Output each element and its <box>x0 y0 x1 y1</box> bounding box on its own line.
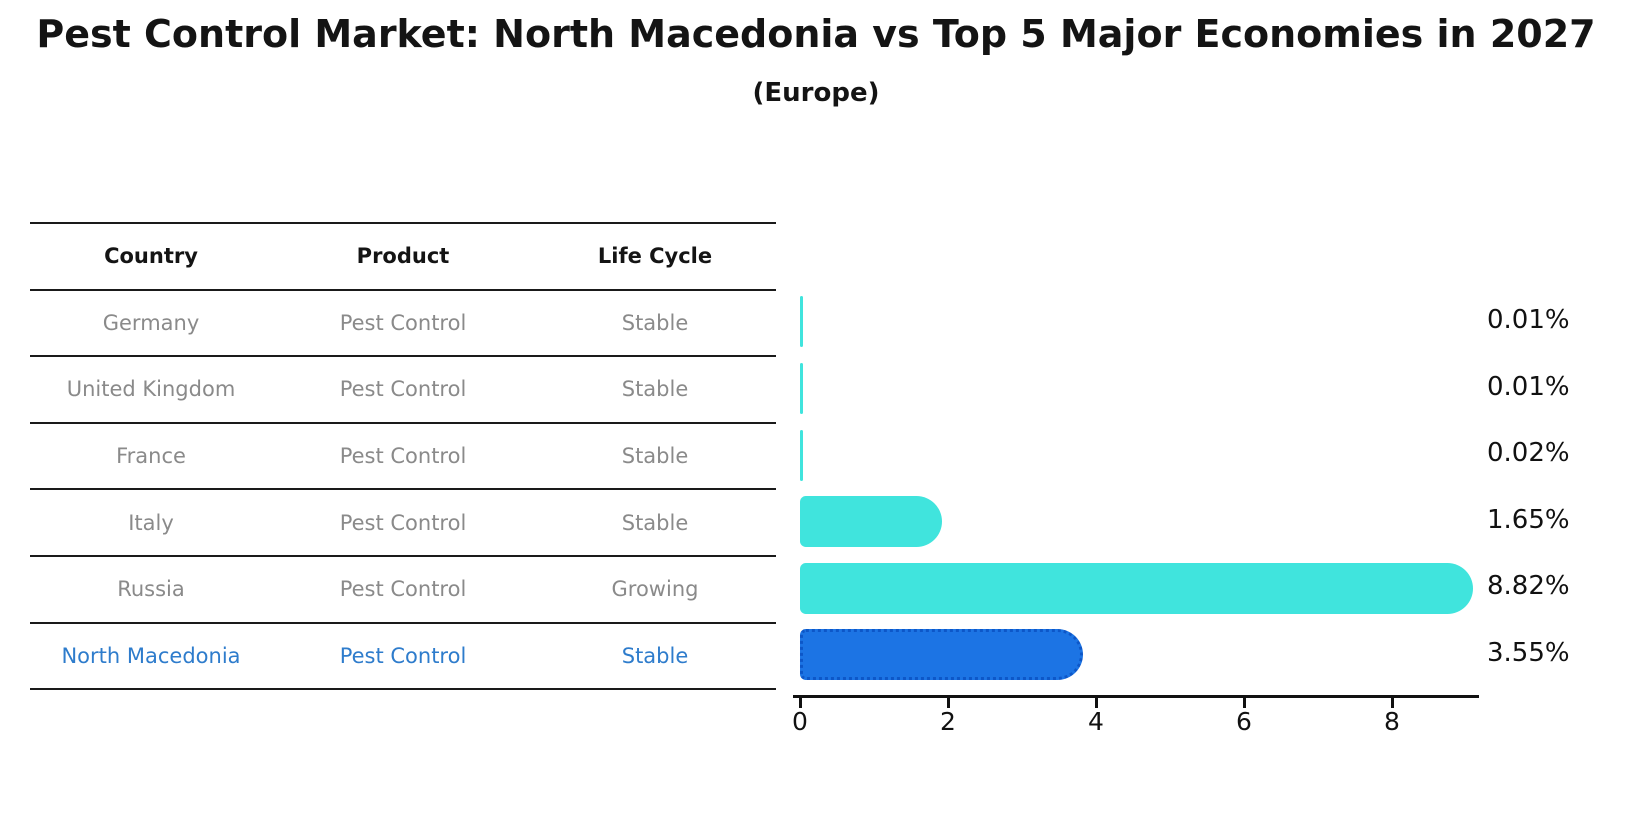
bar-france <box>800 429 803 481</box>
x-tick-label-2: 2 <box>940 707 956 736</box>
x-axis-line <box>793 695 1479 698</box>
cell-country: United Kingdom <box>66 377 236 402</box>
value-label-germany: 0.01% <box>1487 304 1570 335</box>
cell-product: Pest Control <box>339 577 467 602</box>
cell-life_cycle: Stable <box>621 444 689 469</box>
column-header-lifecycle: Life Cycle <box>597 244 713 269</box>
x-tick-label-8: 8 <box>1384 707 1400 736</box>
value-label-russia: 8.82% <box>1487 571 1570 602</box>
cell-life_cycle: Stable <box>621 510 689 535</box>
table-row-italy: Italy Pest Control Stable <box>30 488 776 555</box>
table-row-russia: Russia Pest Control Growing <box>30 554 776 622</box>
cell-product: Pest Control <box>339 377 467 402</box>
cell-life_cycle: Stable <box>621 377 689 402</box>
table-row-united-kingdom: United Kingdom Pest Control Stable <box>30 355 776 422</box>
cell-country: France <box>116 444 186 469</box>
cell-product: Pest Control <box>339 310 467 335</box>
x-tick-label-4: 4 <box>1088 707 1104 736</box>
cell-country: Italy <box>128 510 174 535</box>
table-row-france: France Pest Control Stable <box>30 421 776 489</box>
x-tick-0 <box>798 698 802 708</box>
bar-north-macedonia <box>800 629 1083 681</box>
cell-life_cycle: Stable <box>621 310 689 335</box>
table-row-germany: Germany Pest Control Stable <box>30 288 776 356</box>
bar-united-kingdom <box>800 363 803 414</box>
value-label-united-kingdom: 0.01% <box>1487 371 1570 402</box>
column-header-product: Product <box>356 244 450 269</box>
cell-product: Pest Control <box>339 643 467 668</box>
cell-country: Germany <box>102 310 200 335</box>
x-tick-4 <box>1094 698 1098 708</box>
page-title: Pest Control Market: North Macedonia vs … <box>36 12 1596 56</box>
cell-product: Pest Control <box>339 444 467 469</box>
cell-life_cycle: Growing <box>611 577 699 602</box>
bar-italy <box>800 496 943 548</box>
x-tick-2 <box>946 698 950 708</box>
x-tick-label-0: 0 <box>792 707 808 736</box>
x-tick-label-6: 6 <box>1236 707 1252 736</box>
cell-country: North Macedonia <box>61 643 241 668</box>
cell-product: Pest Control <box>339 510 467 535</box>
x-tick-6 <box>1242 698 1246 708</box>
comparison-table: Country Product Life Cycle Germany Pest C… <box>30 222 776 691</box>
table-row-north-macedonia: North Macedonia Pest Control Stable <box>30 621 776 689</box>
column-header-country: Country <box>104 244 198 269</box>
cell-life_cycle: Stable <box>621 643 689 668</box>
cell-country: Russia <box>117 577 185 602</box>
value-label-italy: 1.65% <box>1487 504 1570 535</box>
bar-russia <box>800 562 1473 614</box>
value-label-france: 0.02% <box>1487 438 1570 469</box>
value-label-north-macedonia: 3.55% <box>1487 637 1570 668</box>
table-header-row: Country Product Life Cycle <box>30 222 776 289</box>
bar-germany <box>800 296 803 348</box>
x-tick-8 <box>1390 698 1394 708</box>
page-subtitle: (Europe) <box>752 78 880 108</box>
